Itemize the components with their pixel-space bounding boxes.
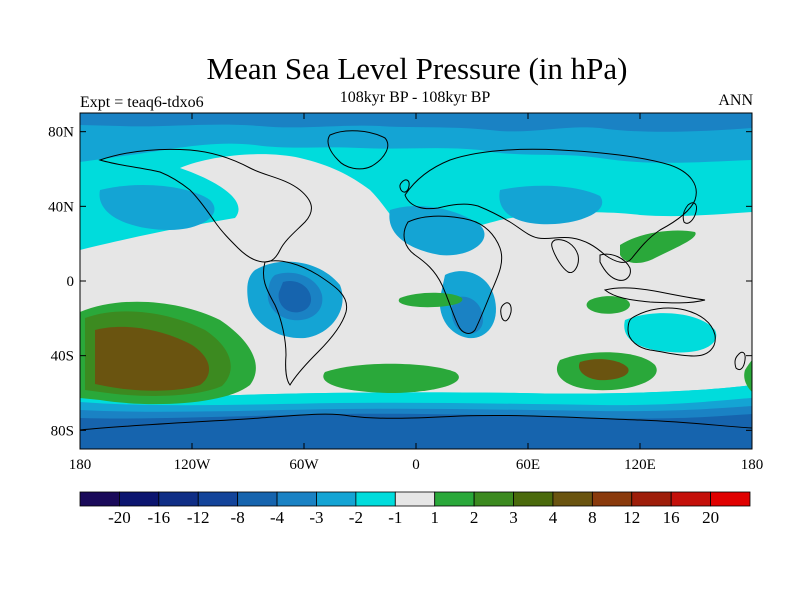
- field-blob-4: [744, 360, 752, 392]
- coast-greenland: [327, 130, 389, 170]
- season-label: ANN: [718, 92, 753, 109]
- chart-subtitle: 108kyr BP - 108kyr BP: [339, 89, 491, 106]
- field-blob-3: [620, 230, 696, 264]
- coast-madagascar: [500, 302, 512, 322]
- field-south-blue3: [80, 413, 752, 449]
- coast-north-america: [98, 148, 312, 263]
- coast-se-asia: [599, 253, 631, 281]
- colorbar-label: 20: [702, 508, 719, 527]
- colorbar-swatch: [710, 491, 751, 507]
- lat-label: 80N: [48, 125, 74, 141]
- colorbar-swatch: [552, 491, 593, 507]
- colorbar-swatch: [276, 491, 317, 507]
- colorbar-swatch: [631, 491, 672, 507]
- field-australia: [624, 313, 717, 353]
- longitude-axis: 180 120W 60W 0 60E 120E 180: [69, 113, 764, 473]
- colorbar-label: -16: [147, 508, 170, 527]
- latitude-axis: 80N 40N 0 40S 80S: [48, 125, 752, 439]
- coast-australia: [627, 307, 716, 357]
- colorbar-label: 16: [663, 508, 680, 527]
- lon-label: 180: [741, 457, 764, 473]
- colorbar-swatch: [473, 491, 514, 507]
- experiment-label: Expt = teaq6-tdxo6: [80, 94, 204, 111]
- lon-label: 120W: [174, 457, 212, 473]
- colorbar-swatch: [591, 491, 633, 507]
- colorbar-label: -12: [187, 508, 210, 527]
- colorbar-label: -4: [270, 508, 285, 527]
- coast-japan: [682, 202, 697, 224]
- colorbar-label: 3: [509, 508, 518, 527]
- field-samerica-low3: [278, 280, 312, 313]
- colorbar-label: -1: [388, 508, 402, 527]
- colorbar-swatch: [79, 491, 120, 507]
- colorbar: -20 -16 -12 -8 -4 -3 -2 -1 1 2 3 4 8 12 16 20: [79, 491, 751, 527]
- lat-label: 40S: [51, 349, 74, 365]
- colorbar-swatch: [513, 491, 554, 507]
- colorbar-label: -8: [231, 508, 245, 527]
- lon-label: 60W: [289, 457, 319, 473]
- coast-uk: [399, 179, 410, 193]
- lon-label: 180: [69, 457, 92, 473]
- colorbar-swatch: [158, 491, 199, 507]
- colorbar-label: 8: [588, 508, 597, 527]
- colorbar-label: 2: [470, 508, 479, 527]
- colorbar-label: -20: [108, 508, 131, 527]
- coast-indonesia: [603, 287, 706, 304]
- field-neutral-north: [80, 154, 752, 300]
- colorbar-label: -3: [309, 508, 323, 527]
- pressure-field: [80, 113, 752, 449]
- field-blob-2: [586, 296, 630, 314]
- field-pacific-blue: [99, 185, 215, 230]
- field-north-blue2: [80, 113, 752, 132]
- field-spacific-high3: [95, 326, 210, 391]
- coast-south-america: [262, 260, 348, 386]
- colorbar-label: 1: [430, 508, 439, 527]
- colorbar-swatch: [355, 491, 396, 507]
- colorbar-label: 12: [623, 508, 640, 527]
- coast-new-zealand: [734, 351, 746, 371]
- coastlines: [80, 130, 752, 431]
- colorbar-swatch: [237, 491, 278, 507]
- colorbar-label: -2: [349, 508, 363, 527]
- colorbar-label: 4: [549, 508, 558, 527]
- lon-label: 60E: [516, 457, 540, 473]
- lat-label: 80S: [51, 423, 74, 439]
- coast-africa: [403, 215, 503, 334]
- coast-eurasia: [404, 148, 697, 263]
- colorbar-swatch: [670, 491, 711, 507]
- colorbar-swatch: [394, 491, 436, 507]
- coast-india: [551, 239, 579, 274]
- colorbar-swatch: [434, 491, 475, 507]
- field-indian-high2: [578, 359, 629, 381]
- chart-title: Mean Sea Level Pressure (in hPa): [206, 51, 628, 86]
- field-africa-low2: [451, 296, 484, 334]
- lon-label: 0: [412, 457, 420, 473]
- lat-label: 40N: [48, 199, 74, 215]
- field-satlantic-high: [323, 363, 459, 393]
- colorbar-swatch: [316, 491, 357, 507]
- colorbar-swatch: [119, 491, 160, 507]
- lat-label: 0: [67, 274, 75, 290]
- colorbar-swatch: [197, 491, 239, 507]
- coast-antarctica: [80, 413, 752, 431]
- lon-label: 120E: [624, 457, 656, 473]
- field-eurasia-blue: [499, 185, 603, 225]
